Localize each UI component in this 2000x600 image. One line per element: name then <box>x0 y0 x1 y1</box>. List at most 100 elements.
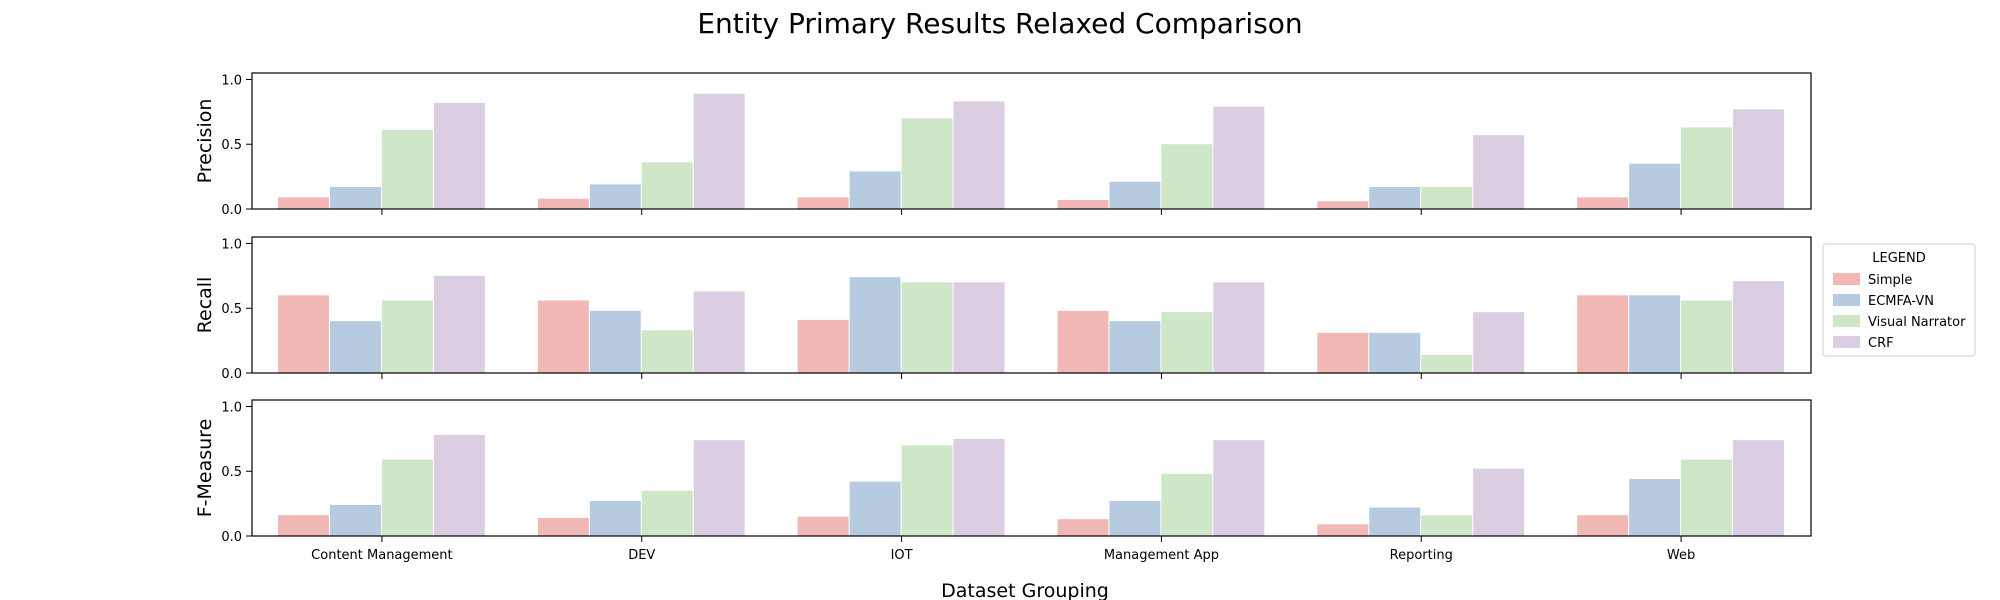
bar <box>1057 519 1109 536</box>
y-axis-label: Recall <box>194 277 216 334</box>
legend-swatch <box>1833 315 1860 327</box>
x-tick-label: Management App <box>1104 548 1219 563</box>
bar <box>693 440 745 536</box>
bar <box>277 515 329 536</box>
bar <box>1629 163 1681 209</box>
panel-frame <box>251 236 1812 374</box>
bar <box>1733 281 1785 373</box>
bar <box>329 504 381 536</box>
bar <box>537 198 589 209</box>
bar <box>1161 312 1213 373</box>
bar <box>1369 507 1421 536</box>
panel-frame <box>251 72 1812 210</box>
legend-frame <box>1822 243 1976 357</box>
bar <box>641 162 693 209</box>
legend-swatch <box>1833 273 1860 285</box>
bar <box>693 291 745 373</box>
bar <box>1369 186 1421 209</box>
bar <box>1681 459 1733 536</box>
bar <box>1317 201 1369 209</box>
bar <box>589 310 641 373</box>
legend: LEGEND Simple ECMFA-VN Visual Narrator CRF <box>1822 243 1976 357</box>
bar <box>1421 354 1473 373</box>
bar <box>953 438 1005 536</box>
bar <box>953 282 1005 373</box>
legend-title: LEGEND <box>1872 251 1925 266</box>
bar <box>849 277 901 373</box>
bar <box>381 459 433 536</box>
panel-recall: 0.0 0.5 1.0 Recall <box>194 236 1812 382</box>
panels: 0.0 0.5 1.0 Precision 0.0 0.5 1.0 Recall 0.0 0.5 1… <box>194 72 1812 563</box>
bar <box>1681 127 1733 209</box>
bar <box>329 321 381 373</box>
bar <box>381 129 433 209</box>
bar <box>1057 310 1109 373</box>
bar <box>433 275 485 373</box>
legend-label: CRF <box>1868 336 1894 351</box>
bar <box>1213 282 1265 373</box>
bar <box>381 300 433 373</box>
legend-label: Visual Narrator <box>1868 315 1966 330</box>
bar <box>1629 479 1681 536</box>
bar <box>433 434 485 536</box>
bar <box>849 171 901 209</box>
x-tick-label: IOT <box>891 548 913 563</box>
y-tick-label: 0.0 <box>221 203 242 218</box>
bar <box>953 101 1005 209</box>
bar <box>641 490 693 536</box>
bar <box>1473 312 1525 373</box>
bar <box>329 186 381 209</box>
y-tick-label: 0.5 <box>221 302 242 317</box>
x-axis-label: Dataset Grouping <box>941 580 1109 600</box>
legend-swatch <box>1833 336 1860 348</box>
x-tick-label: DEV <box>628 548 655 563</box>
bar <box>1629 295 1681 373</box>
y-tick-label: 0.5 <box>221 138 242 153</box>
bar <box>693 93 745 209</box>
bar <box>1317 332 1369 373</box>
bar <box>1317 524 1369 536</box>
bar <box>537 517 589 536</box>
bar <box>901 118 953 209</box>
y-tick-label: 1.0 <box>221 400 242 415</box>
bar <box>1577 197 1629 209</box>
y-tick-label: 0.0 <box>221 530 242 545</box>
bar <box>1161 144 1213 209</box>
y-tick-label: 1.0 <box>221 73 242 88</box>
bar <box>901 282 953 373</box>
bar <box>797 319 849 373</box>
bar <box>901 445 953 536</box>
bar <box>1577 295 1629 373</box>
bar <box>1109 181 1161 209</box>
bar <box>797 516 849 536</box>
bar <box>1681 300 1733 373</box>
bar <box>641 330 693 373</box>
bar <box>433 102 485 209</box>
bar <box>797 197 849 209</box>
y-axis-label: Precision <box>194 99 216 184</box>
bar <box>277 295 329 373</box>
x-tick-label: Content Management <box>311 548 452 563</box>
legend-label: Simple <box>1868 273 1912 288</box>
bar <box>849 481 901 536</box>
bar <box>1421 186 1473 209</box>
y-tick-label: 1.0 <box>221 237 242 252</box>
bar <box>537 300 589 373</box>
bar <box>1473 468 1525 536</box>
bar <box>1473 135 1525 209</box>
bar <box>1421 515 1473 536</box>
x-tick-label: Web <box>1667 548 1695 563</box>
x-tick-label: Reporting <box>1390 548 1453 563</box>
bar <box>1577 515 1629 536</box>
legend-swatch <box>1833 294 1860 306</box>
panel-precision: 0.0 0.5 1.0 Precision <box>194 72 1812 218</box>
y-tick-label: 0.5 <box>221 465 242 480</box>
bar <box>1733 109 1785 209</box>
panel-frame <box>251 399 1812 537</box>
y-tick-label: 0.0 <box>221 367 242 382</box>
bar <box>1109 501 1161 536</box>
bar <box>1057 199 1109 209</box>
bar <box>1161 473 1213 536</box>
